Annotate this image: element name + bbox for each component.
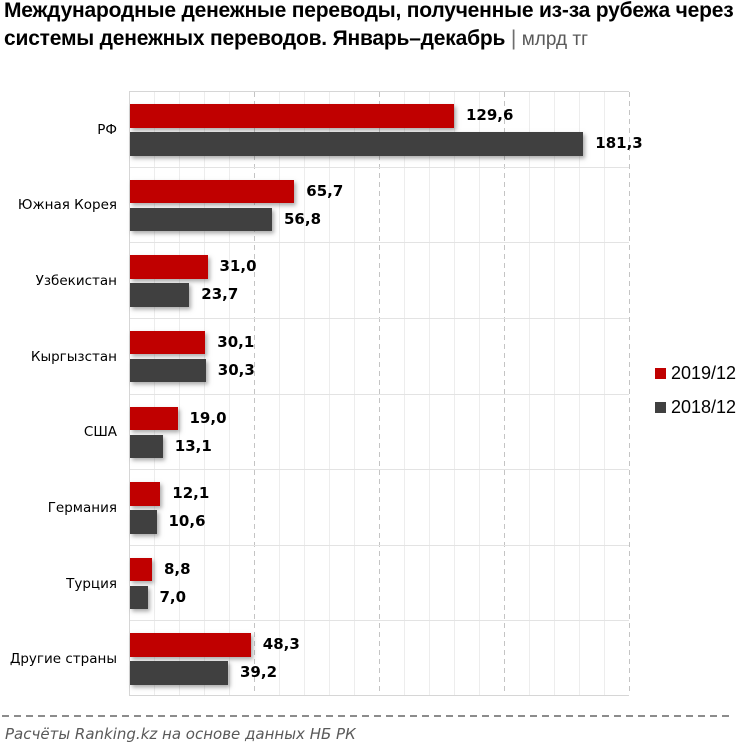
category-separator (130, 318, 629, 319)
gridline-minor (454, 92, 455, 695)
bar-2019/12-РФ (130, 104, 454, 128)
category-separator (130, 620, 629, 621)
bar-2019/12-Другие страны (130, 633, 251, 657)
gridline-minor (154, 92, 155, 695)
value-label: 65,7 (306, 181, 344, 200)
value-label: 181,3 (595, 134, 643, 153)
category-separator (130, 242, 629, 243)
category-label-Другие страны: Другие страны (9, 651, 117, 668)
value-label: 13,1 (174, 436, 212, 455)
value-label: 7,0 (159, 587, 187, 606)
category-label-Узбекистан: Узбекистан (35, 273, 117, 290)
bar-2019/12-Узбекистан (130, 255, 208, 279)
bar-2018/12-Турция (130, 585, 148, 610)
value-label: 31,0 (219, 257, 257, 276)
bar-2019/12-США (130, 406, 178, 431)
gridline-major (629, 92, 630, 695)
footer-divider (2, 715, 730, 717)
gridline-major (254, 92, 255, 695)
bar-2018/12-США (130, 434, 163, 459)
category-separator (130, 167, 629, 168)
gridline-minor (554, 92, 555, 695)
bar-2018/12-Южная Корея (130, 207, 272, 232)
bar-2018/12-Другие страны (130, 661, 228, 685)
gridline-minor (354, 92, 355, 695)
value-label: 39,2 (240, 663, 278, 682)
gridline-major (379, 92, 380, 695)
bar-2019/12-Кыргызстан (130, 330, 206, 355)
category-label-Кыргызстан: Кыргызстан (30, 348, 117, 365)
legend-label-2019/12: 2019/12 (671, 363, 737, 383)
gridline-minor (529, 92, 530, 695)
value-label: 12,1 (172, 484, 210, 503)
bar-2019/12-Южная Корея (130, 179, 295, 204)
value-label: 56,8 (284, 209, 322, 228)
value-label: 129,6 (466, 106, 514, 125)
legend-label-2018/12: 2018/12 (671, 397, 737, 417)
gridline-minor (179, 92, 180, 695)
value-label: 8,8 (164, 559, 191, 578)
chart-title: Международные денежные переводы, получен… (4, 0, 734, 54)
legend-swatch-2018/12 (655, 402, 666, 413)
legend-item-2019/12: 2019/12 (655, 362, 736, 385)
chart-title-line2: системы денежных переводов. Январь–декаб… (4, 27, 506, 50)
gridline-minor (479, 92, 480, 695)
gridline-minor (604, 92, 605, 695)
value-label: 30,3 (217, 360, 255, 379)
bar-2019/12-Германия (130, 482, 161, 506)
category-label-РФ: РФ (97, 121, 117, 138)
value-label: 10,6 (168, 512, 206, 531)
value-label: 23,7 (201, 285, 239, 304)
bar-2018/12-Кыргызстан (130, 358, 206, 383)
gridline-minor (204, 92, 205, 695)
value-label: 30,1 (217, 332, 255, 351)
gridline-minor (579, 92, 580, 695)
chart-legend: 2019/12 2018/12 (655, 362, 736, 430)
value-label: 48,3 (262, 635, 300, 654)
category-label-США: США (83, 424, 117, 441)
plot-area: 129,6 181,3 65,7 56,8 31,0 23,7 30,1 30,3 19,0 13… (129, 91, 643, 696)
gridline-major (504, 92, 505, 695)
chart-unit-label: млрд тг (521, 29, 589, 50)
legend-item-2018/12: 2018/12 (655, 396, 736, 419)
bar-2018/12-РФ (130, 132, 584, 156)
category-label-Турция: Турция (66, 575, 117, 592)
title-unit-separator: | (510, 27, 517, 50)
bar-2018/12-Узбекистан (130, 283, 190, 307)
legend-swatch-2019/12 (655, 368, 666, 379)
category-label-Южная Корея: Южная Корея (17, 197, 117, 214)
value-label: 19,0 (189, 408, 227, 427)
gridline-minor (404, 92, 405, 695)
source-note: Расчёты Ranking.kz на основе данных НБ Р… (5, 725, 356, 743)
gridline-minor (329, 92, 330, 695)
category-separator (130, 394, 629, 395)
gridline-minor (229, 92, 230, 695)
category-label-Германия: Германия (47, 499, 117, 516)
gridline-minor (279, 92, 280, 695)
bar-2019/12-Турция (130, 557, 152, 582)
gridline-minor (304, 92, 305, 695)
chart-title-line1: Международные денежные переводы, получен… (4, 0, 734, 22)
gridline-minor (429, 92, 430, 695)
category-separator (130, 469, 629, 470)
category-separator (130, 545, 629, 546)
bar-2018/12-Германия (130, 510, 157, 534)
